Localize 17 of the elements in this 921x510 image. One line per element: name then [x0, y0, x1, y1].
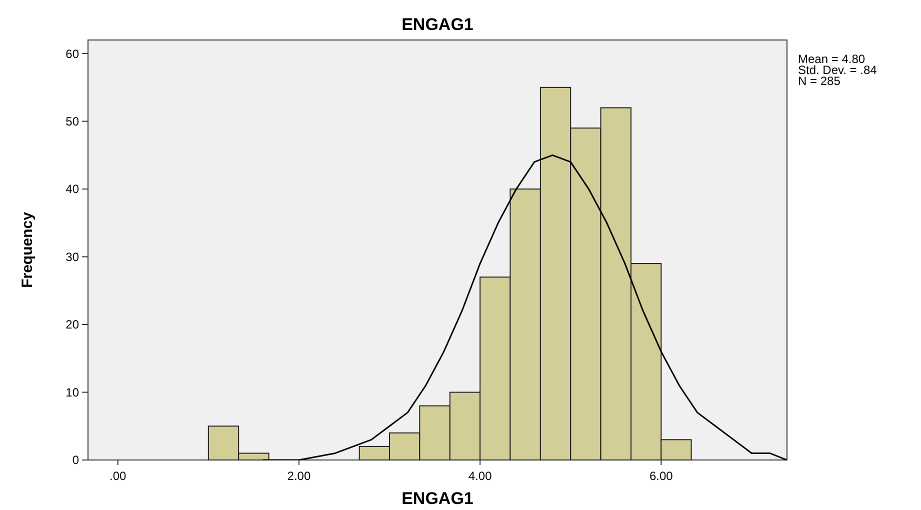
x-tick-label: .00	[110, 469, 127, 483]
text: N = 285	[798, 74, 841, 88]
x-tick-label: 2.00	[287, 469, 311, 483]
y-tick-label: 20	[66, 318, 80, 332]
x-axis-title: ENGAG1	[402, 489, 474, 508]
y-tick-label: 40	[66, 182, 80, 196]
y-tick-label: 30	[66, 250, 80, 264]
text: Mean = 4.80	[798, 52, 866, 66]
x-tick-label: 4.00	[468, 469, 492, 483]
y-tick-label: 60	[66, 46, 80, 61]
y-tick-label: 50	[66, 114, 80, 128]
y-axis-title: Frequency	[19, 211, 36, 288]
x-tick-label: 6.00	[649, 469, 674, 483]
chart-title: ENGAG1	[402, 15, 474, 34]
text: Std. Dev. = .84	[798, 63, 878, 77]
y-tick-label: 10	[66, 385, 80, 400]
y-tick-label: 0	[72, 453, 80, 468]
